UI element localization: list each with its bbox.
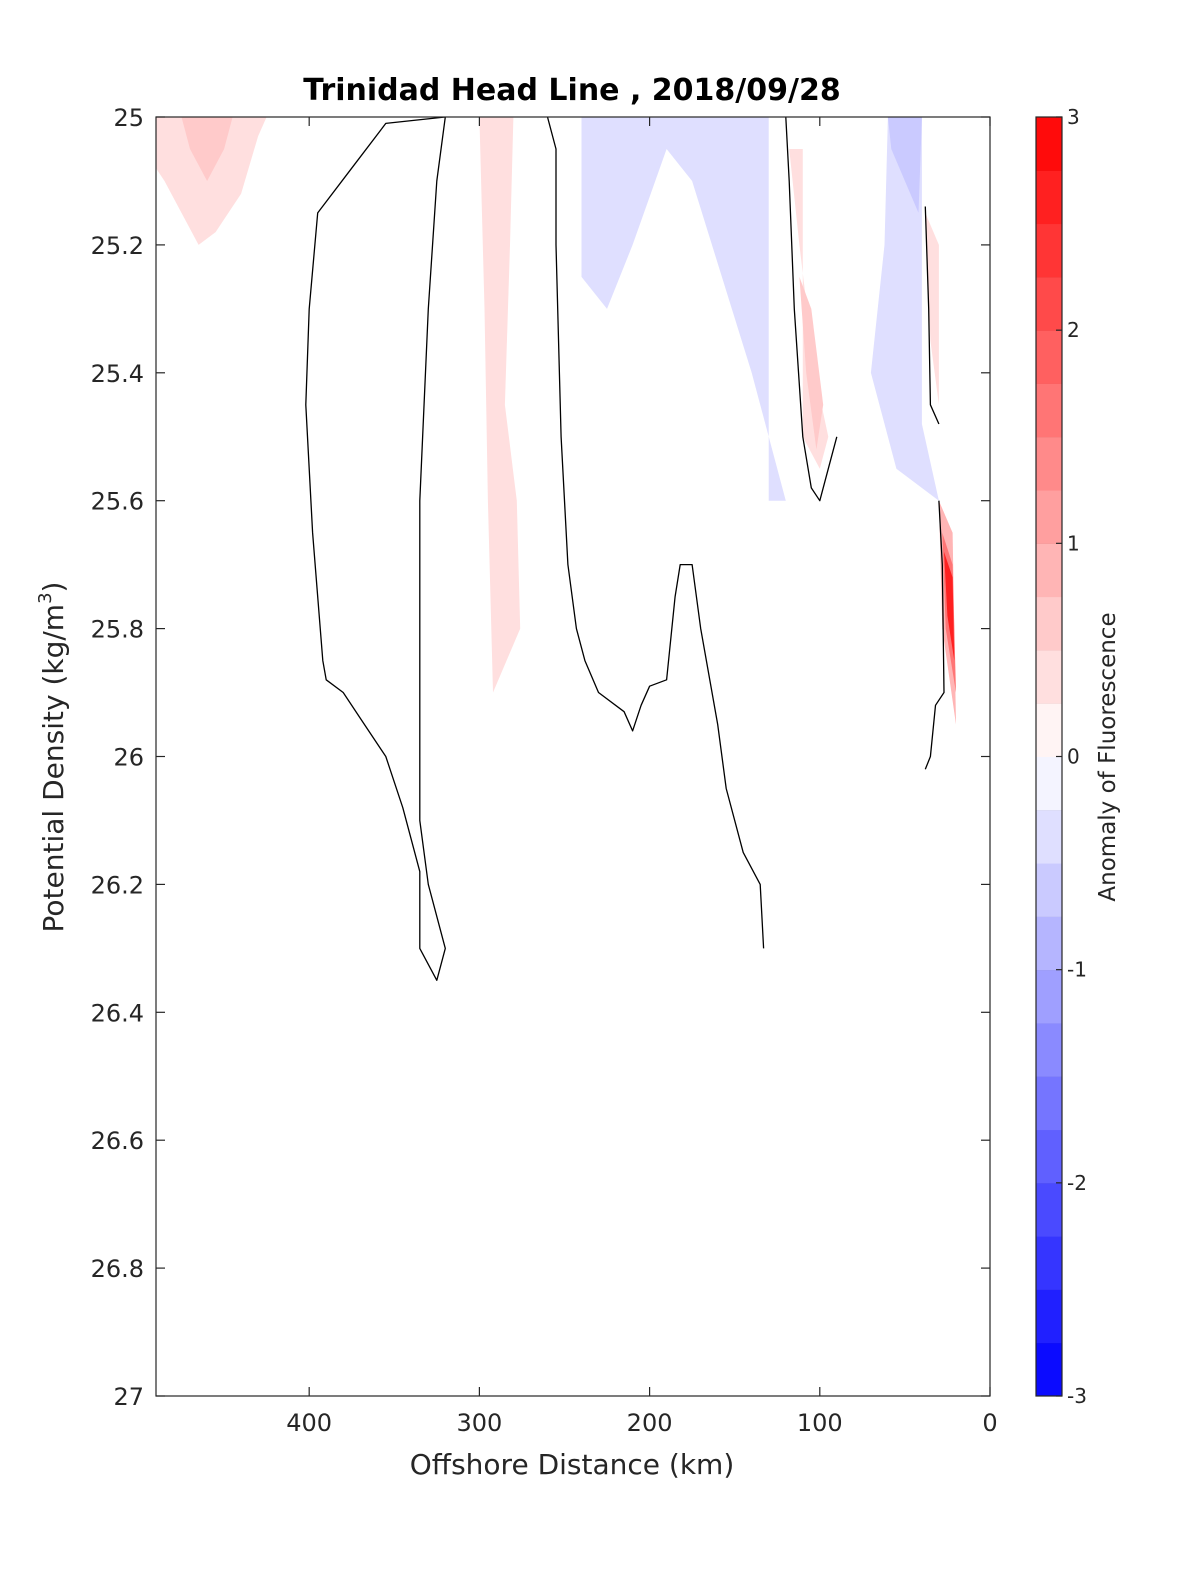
colorbar-tick-label: 0: [1067, 745, 1080, 769]
colorbar-segment: [1036, 1129, 1062, 1184]
y-tick-label: 26: [113, 744, 144, 772]
colorbar-segment: [1036, 383, 1062, 438]
y-tick-label: 26.4: [91, 999, 144, 1027]
y-axis-title: Potential Density (kg/m3): [35, 582, 70, 933]
y-tick-label: 26.6: [91, 1127, 144, 1155]
colorbar-segment: [1036, 809, 1062, 864]
chart-title: Trinidad Head Line , 2018/09/28: [303, 73, 840, 108]
colorbar-segment: [1036, 1236, 1062, 1290]
contour-layer: [305, 117, 945, 981]
colorbar-tick-label: 2: [1067, 318, 1080, 342]
colorbar-title: Anomaly of Fluorescence: [1095, 612, 1121, 901]
y-tick-label: 25.2: [91, 232, 144, 260]
colorbar-segment: [1036, 1022, 1062, 1077]
y-axis: 25 25.2 25.4 25.6 25.8 26 26.2 26.4 26.6 26.8 27: [91, 104, 990, 1411]
colorbar-segment: [1036, 330, 1062, 384]
colorbar-segment: [1036, 863, 1062, 917]
anomaly-region-5: [887, 117, 922, 213]
colorbar: -3 -2 -1 0 1 2 3: [1035, 105, 1087, 1408]
contour-line-4: [924, 500, 945, 770]
colorbar-tick-label: -1: [1067, 958, 1087, 982]
y-axis-title-superscript: 3: [35, 592, 56, 603]
x-tick-label: 200: [627, 1409, 673, 1437]
colorbar-segment: [1036, 223, 1062, 278]
plot-area: [156, 117, 956, 725]
y-tick-label: 26.2: [91, 871, 144, 899]
colorbar-segment: [1036, 1182, 1062, 1237]
y-tick-label: 27: [113, 1383, 144, 1411]
anomaly-region-7: [799, 276, 824, 450]
colorbar-segment: [1036, 490, 1062, 544]
colorbar-tick-label: 1: [1067, 531, 1080, 555]
anomaly-region-6: [789, 149, 829, 469]
anomaly-region-1: [181, 117, 233, 181]
anomaly-region-8: [925, 212, 939, 405]
anomaly-region-3: [581, 117, 786, 501]
colorbar-segment: [1036, 170, 1062, 225]
colorbar-segment: [1036, 649, 1062, 704]
plot-frame: [155, 116, 991, 1397]
colorbar-segment: [1036, 1289, 1062, 1344]
colorbar-segment: [1036, 117, 1062, 171]
colorbar-tick-label: 3: [1067, 105, 1080, 129]
y-tick-label: 25.4: [91, 360, 144, 388]
colorbar-segment: [1036, 276, 1062, 331]
colorbar-segment: [1036, 703, 1062, 757]
y-tick-label: 25.8: [91, 616, 144, 644]
x-axis: 400 300 200 100 0: [286, 117, 998, 1437]
colorbar-segment: [1036, 1076, 1062, 1131]
y-tick-label: 25: [113, 104, 144, 132]
contour-line-0: [305, 117, 446, 981]
colorbar-segment: [1036, 436, 1062, 491]
colorbar-segment: [1036, 543, 1062, 598]
anomaly-region-11: [944, 551, 955, 661]
contour-line-1: [546, 117, 765, 949]
y-tick-label: 26.8: [91, 1255, 144, 1283]
x-tick-label: 300: [456, 1409, 502, 1437]
colorbar-segment: [1036, 1342, 1062, 1397]
contour-line-2: [785, 117, 838, 502]
colorbar-segment: [1036, 969, 1062, 1024]
x-axis-title: Offshore Distance (km): [410, 1448, 735, 1481]
anomaly-region-2: [479, 117, 521, 693]
colorbar-segment: [1036, 756, 1062, 811]
x-tick-label: 400: [286, 1409, 332, 1437]
y-tick-label: 25.6: [91, 488, 144, 516]
y-axis-title-end: ): [37, 582, 70, 593]
anomaly-region-4: [870, 117, 939, 501]
anomaly-region-0: [156, 117, 267, 245]
colorbar-tick-label: -3: [1067, 1384, 1087, 1408]
contour-line-3: [924, 206, 940, 425]
x-tick-label: 100: [797, 1409, 843, 1437]
colorbar-tick-label: -2: [1067, 1171, 1087, 1195]
colorbar-segment: [1036, 916, 1062, 971]
colorbar-segment: [1036, 596, 1062, 651]
y-axis-title-main: Potential Density (kg/m: [37, 604, 70, 933]
x-tick-label: 0: [982, 1409, 997, 1437]
